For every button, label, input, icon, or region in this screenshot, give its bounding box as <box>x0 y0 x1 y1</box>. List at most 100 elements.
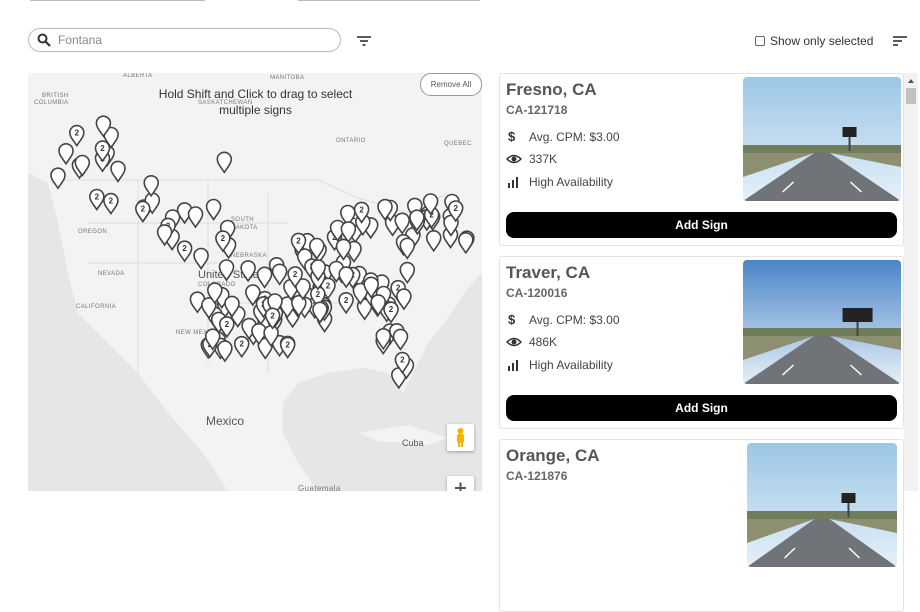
pin-shape <box>89 188 105 211</box>
map-pin[interactable] <box>338 266 355 289</box>
map-pin[interactable]: 2 <box>233 335 250 359</box>
map-pin[interactable] <box>352 282 369 305</box>
impressions-text: 486K <box>529 335 558 349</box>
map-pin[interactable]: 2 <box>279 336 296 359</box>
sign-impressions: 337K <box>506 152 557 166</box>
map-pin[interactable]: 2 <box>353 201 370 224</box>
map-pin[interactable] <box>267 293 283 316</box>
map-pin[interactable]: 2 <box>135 200 151 223</box>
map-pin[interactable] <box>95 115 112 138</box>
scrollbar[interactable] <box>904 73 918 491</box>
sign-impressions: 486K <box>506 335 557 349</box>
search-box[interactable]: Fontana <box>28 28 341 52</box>
pin-shape <box>218 259 235 282</box>
map-pin[interactable] <box>457 232 474 255</box>
map-pin[interactable] <box>312 301 328 324</box>
show-selected-toggle[interactable]: Show only selected <box>755 34 873 48</box>
map-pin[interactable] <box>156 224 173 247</box>
map-pin[interactable]: 2 <box>383 301 399 324</box>
map-pin[interactable] <box>207 282 223 305</box>
map-pin[interactable]: 2 <box>176 240 193 263</box>
sign-id: CA-121718 <box>506 103 568 117</box>
instruction-line: Hold Shift and Click to drag to select <box>158 87 353 101</box>
map-pin[interactable] <box>74 154 91 177</box>
map-pin[interactable] <box>340 221 357 244</box>
cluster-count: 2 <box>296 236 301 245</box>
map-pin[interactable] <box>50 167 66 190</box>
sign-card[interactable]: Fresno, CA CA-121718 $ Avg. CPM: $3.00 337K H… <box>499 73 904 246</box>
map-pin[interactable] <box>356 298 373 321</box>
map-pin[interactable] <box>399 237 416 260</box>
map-pin[interactable] <box>201 297 217 320</box>
map-pin[interactable] <box>205 198 222 221</box>
map-pin[interactable] <box>394 212 411 235</box>
map-pin[interactable]: 2 <box>103 192 119 216</box>
map-pin[interactable] <box>103 126 119 149</box>
map-pin[interactable] <box>224 295 240 318</box>
pin-shape <box>187 206 204 229</box>
sign-card[interactable]: Traver, CA CA-120016 $ Avg. CPM: $3.00 486K H… <box>499 256 904 429</box>
sign-photo <box>747 443 897 567</box>
map-pin[interactable]: 2 <box>394 351 411 375</box>
map-pin[interactable] <box>217 340 233 363</box>
filter-icon[interactable] <box>357 35 371 47</box>
map-pin[interactable] <box>396 288 412 311</box>
map-pin[interactable]: 2 <box>447 200 464 223</box>
pin-shape <box>425 230 442 253</box>
pin-shape <box>204 328 221 351</box>
map[interactable]: BRITISH COLUMBIA MANITOBA SASKATCHEWAN ALBER… <box>28 73 482 491</box>
map-pin[interactable] <box>295 278 311 301</box>
map-pin[interactable] <box>218 259 235 282</box>
map-pin[interactable] <box>310 259 327 282</box>
map-pin[interactable] <box>187 206 204 229</box>
map-pin[interactable] <box>409 209 425 232</box>
add-sign-button[interactable]: Add Sign <box>506 395 897 421</box>
map-pin[interactable] <box>271 263 288 286</box>
map-pin[interactable] <box>110 160 126 183</box>
cluster-count: 2 <box>270 311 275 320</box>
remove-all-button[interactable]: Remove All <box>420 73 482 96</box>
map-pin[interactable] <box>392 328 409 351</box>
cpm-text: Avg. CPM: $3.00 <box>529 130 620 144</box>
map-pin[interactable] <box>339 204 356 227</box>
map-pin[interactable] <box>422 193 439 216</box>
map-pin[interactable] <box>216 151 233 174</box>
map-pin[interactable]: 2 <box>68 124 85 148</box>
map-pin[interactable]: 2 <box>290 232 307 255</box>
map-pin[interactable] <box>425 230 442 253</box>
map-label: Mexico <box>206 414 244 428</box>
map-pin[interactable] <box>290 294 307 318</box>
map-pin[interactable]: 2 <box>215 230 231 253</box>
pin-shape <box>94 140 111 163</box>
checkbox[interactable] <box>755 36 765 46</box>
street-view-button[interactable] <box>447 424 474 451</box>
map-pin[interactable]: 2 <box>338 292 354 315</box>
map-pin[interactable] <box>375 328 392 351</box>
map-pin[interactable] <box>399 261 416 285</box>
sort-icon[interactable] <box>893 35 907 47</box>
map-pin[interactable] <box>204 328 221 351</box>
map-pin[interactable]: 2 <box>89 188 105 211</box>
pin-shape <box>143 175 159 198</box>
map-pin[interactable] <box>245 284 261 307</box>
map-pin[interactable]: 2 <box>94 140 111 163</box>
map-pin[interactable] <box>58 143 74 166</box>
map-pin[interactable] <box>256 266 273 289</box>
pin-shape <box>287 266 303 289</box>
map-pin[interactable] <box>363 276 380 299</box>
add-sign-button[interactable]: Add Sign <box>506 212 897 238</box>
sign-card[interactable]: Orange, CA CA-121876 <box>499 439 904 612</box>
map-pin[interactable]: 2 <box>219 316 235 339</box>
map-pin[interactable] <box>308 237 325 260</box>
map-pin[interactable]: 2 <box>264 307 281 330</box>
map-pin[interactable] <box>143 175 159 198</box>
map-pin[interactable] <box>193 247 209 270</box>
map-pin[interactable]: 2 <box>287 266 303 289</box>
zoom-in-button[interactable] <box>447 476 474 491</box>
map-pin[interactable] <box>335 238 352 261</box>
checkbox-label: Show only selected <box>770 34 874 48</box>
cluster-count: 2 <box>400 356 405 365</box>
map-pin[interactable] <box>377 198 393 222</box>
map-pin[interactable] <box>240 260 256 283</box>
